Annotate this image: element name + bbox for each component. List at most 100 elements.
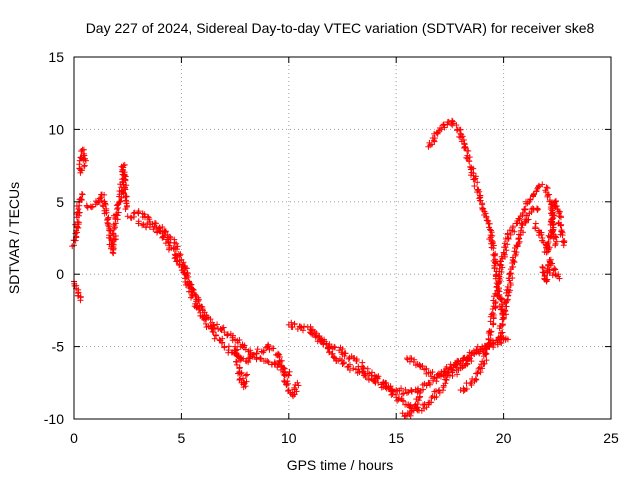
x-tick-label: 15 — [388, 430, 404, 446]
series-marker — [519, 221, 526, 228]
series-marker — [214, 321, 221, 328]
series-marker — [110, 231, 117, 238]
series-marker — [544, 276, 551, 283]
series-marker — [527, 196, 534, 203]
series-marker — [488, 229, 495, 236]
data-point — [504, 336, 511, 343]
data-point — [461, 143, 468, 150]
series-marker — [396, 395, 403, 402]
series-marker — [497, 277, 504, 284]
data-point — [242, 372, 249, 379]
series-marker — [236, 375, 243, 382]
series-marker — [254, 346, 261, 353]
data-point — [350, 365, 357, 372]
x-tick-label: 20 — [496, 430, 512, 446]
series-marker — [408, 387, 415, 394]
series-marker — [241, 342, 248, 349]
data-point — [122, 206, 129, 213]
y-tick-label: -10 — [44, 411, 64, 427]
series-marker — [471, 176, 478, 183]
series-marker — [495, 335, 502, 342]
series-marker — [235, 353, 242, 360]
series-marker — [544, 192, 551, 199]
series-marker — [326, 344, 333, 351]
series-marker — [467, 163, 474, 170]
series-marker — [553, 234, 560, 241]
data-point — [468, 379, 475, 386]
series-marker — [171, 239, 178, 246]
series-marker — [75, 219, 82, 226]
series-marker — [498, 268, 505, 275]
series-marker — [426, 399, 433, 406]
series-marker — [409, 405, 416, 412]
series-marker — [431, 374, 438, 381]
data-point — [532, 220, 539, 227]
series-marker — [308, 330, 315, 337]
series-marker — [82, 157, 89, 164]
series-marker — [234, 346, 241, 353]
series-marker — [535, 182, 542, 189]
series-marker — [135, 209, 142, 216]
series-marker — [116, 199, 123, 206]
series-marker — [211, 335, 218, 342]
series-marker — [546, 233, 553, 240]
series-marker — [433, 378, 440, 385]
series-marker — [170, 245, 177, 252]
series-marker — [122, 176, 129, 183]
data-point — [487, 329, 494, 336]
data-point — [468, 358, 475, 365]
series-marker — [485, 224, 492, 231]
series-marker — [534, 207, 541, 214]
data-points — [69, 117, 568, 420]
series-marker — [120, 181, 127, 188]
series-marker — [545, 239, 552, 246]
series-marker — [490, 297, 497, 304]
data-point — [189, 285, 196, 292]
series-marker — [243, 378, 250, 385]
data-point — [285, 387, 292, 394]
series-marker — [265, 359, 272, 366]
data-point — [539, 181, 546, 188]
series-marker — [121, 172, 128, 179]
series-marker — [510, 263, 517, 270]
series-marker — [460, 388, 467, 395]
series-marker — [253, 350, 260, 357]
series-marker — [88, 204, 95, 211]
series-marker — [187, 281, 194, 288]
data-point — [77, 195, 84, 202]
plot-frame — [73, 56, 612, 420]
series-marker — [509, 256, 516, 263]
series-marker — [172, 254, 179, 261]
series-marker — [105, 214, 112, 221]
data-point — [552, 242, 559, 249]
series-marker — [421, 405, 428, 412]
series-marker — [428, 373, 435, 380]
series-marker — [159, 224, 166, 231]
series-marker — [368, 369, 375, 376]
series-marker — [97, 194, 104, 201]
series-marker — [489, 238, 496, 245]
series-marker — [543, 277, 550, 284]
series-marker — [488, 328, 495, 335]
series-marker — [548, 260, 555, 267]
series-marker — [515, 231, 522, 238]
series-marker — [473, 376, 480, 383]
data-point — [167, 235, 174, 241]
series-marker — [101, 198, 108, 205]
series-marker — [545, 232, 552, 239]
series-marker — [113, 202, 120, 209]
series-marker — [236, 337, 243, 344]
series-marker — [485, 220, 492, 227]
series-marker — [487, 337, 494, 344]
series-marker — [474, 370, 481, 377]
series-marker — [513, 249, 520, 256]
series-marker — [463, 385, 470, 392]
series-marker — [531, 190, 538, 197]
data-point — [408, 408, 415, 415]
series-marker — [78, 197, 85, 204]
x-tick-label: 10 — [281, 430, 297, 446]
series-marker — [549, 228, 556, 235]
series-marker — [244, 371, 251, 378]
series-marker — [507, 231, 514, 238]
series-marker — [72, 230, 79, 237]
